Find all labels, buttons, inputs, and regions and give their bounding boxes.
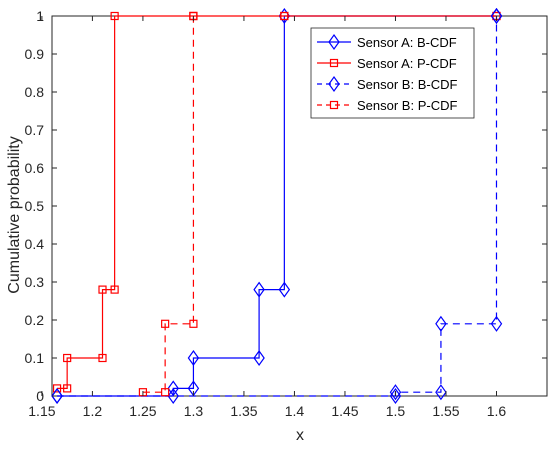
legend-label: Sensor B: B-CDF [357, 77, 457, 92]
data-point-marker [52, 384, 62, 393]
legend-label: Sensor B: P-CDF [357, 98, 457, 113]
legend-swatch-marker [329, 58, 339, 68]
data-point-marker [110, 11, 119, 21]
x-tick-label: 1.15 [28, 403, 55, 419]
y-tick-label: 0.9 [25, 46, 45, 62]
y-tick-label: 0.3 [25, 274, 45, 290]
x-tick-label: 1.3 [184, 403, 204, 419]
y-tick-label: 0.7 [25, 122, 45, 138]
y-tick-label: 0.8 [25, 84, 45, 100]
data-point-marker [435, 315, 447, 332]
x-axis-label: x [296, 427, 304, 444]
legend-label: Sensor A: P-CDF [357, 56, 457, 71]
legend-swatch-marker [329, 100, 339, 110]
data-point-marker [189, 319, 198, 328]
y-tick-label: 0.2 [25, 312, 45, 328]
x-tick-label: 1.25 [129, 403, 156, 419]
data-point-marker [110, 285, 119, 294]
x-tick-label: 1.35 [230, 403, 257, 419]
data-point-marker [435, 384, 447, 401]
data-point-marker [161, 388, 170, 397]
legend-label: Sensor A: B-CDF [357, 35, 457, 50]
data-point-marker [490, 315, 503, 332]
legend-swatch-marker [328, 75, 340, 93]
data-point-marker [98, 353, 107, 363]
series-line [57, 15, 497, 389]
legend-swatch-marker [328, 33, 340, 51]
x-tick-label: 1.55 [432, 403, 459, 419]
data-point-marker [161, 319, 170, 328]
x-tick-label: 1.5 [386, 403, 406, 419]
data-point-marker [490, 7, 503, 25]
data-point-marker [63, 384, 72, 393]
y-tick-label: 0.6 [25, 160, 45, 176]
data-point-marker [167, 387, 179, 405]
data-point-marker [51, 387, 63, 405]
data-point-marker [167, 380, 179, 397]
legend-item: Sensor A: B-CDF [317, 33, 457, 51]
data-point-marker [187, 349, 200, 367]
data-point-marker [389, 384, 402, 401]
series-line [57, 15, 497, 397]
data-point-marker [280, 11, 289, 21]
legend-item: Sensor B: P-CDF [317, 98, 457, 113]
y-tick-label: 0.4 [25, 236, 45, 252]
data-point-marker [63, 353, 72, 363]
x-tick-label: 1.4 [285, 403, 305, 419]
series-4 [138, 11, 198, 397]
data-point-marker [278, 281, 291, 298]
y-tick-label: 0.1 [25, 350, 45, 366]
x-tick-label: 1.45 [331, 403, 358, 419]
legend: Sensor A: B-CDF Sensor A: P-CDF Sensor B: … [310, 27, 475, 119]
series-line [142, 16, 195, 393]
data-point-marker [98, 285, 107, 294]
legend-item: Sensor A: P-CDF [317, 56, 457, 71]
y-tick-label: 0.5 [25, 198, 45, 214]
legend-item: Sensor B: B-CDF [317, 75, 457, 93]
y-axis-label: Cumulative probability [6, 136, 23, 293]
y-tick-label: 0 [36, 388, 44, 404]
x-tick-label: 1.2 [83, 403, 103, 419]
data-point-marker [253, 349, 265, 367]
x-tick-label: 1.6 [487, 403, 507, 419]
axis-ticks: 1.15 1.2 1.25 1.3 1.35 1.4 1.45 1.5 1.55 1.6 0 0.1 0… [25, 8, 547, 419]
data-point-marker [253, 281, 265, 298]
y-tick-label: 1 [36, 8, 44, 24]
